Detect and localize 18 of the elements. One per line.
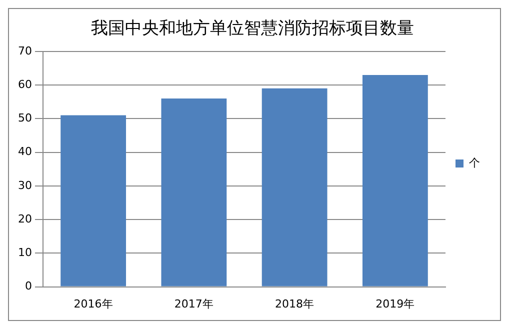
- bar: [262, 88, 328, 286]
- chart-title: 我国中央和地方单位智慧消防招标项目数量: [91, 18, 414, 39]
- y-tick-label: 0: [24, 280, 32, 293]
- bar: [161, 98, 227, 286]
- x-tick-label: 2018年: [275, 297, 314, 310]
- x-tick-label: 2019年: [376, 297, 415, 310]
- bar: [60, 115, 126, 286]
- y-tick-label: 10: [18, 246, 32, 260]
- y-tick-label: 70: [18, 44, 32, 58]
- y-tick-label: 50: [18, 112, 32, 125]
- legend-label: 个: [469, 156, 480, 170]
- x-tick-label: 2016年: [74, 297, 113, 310]
- y-tick-label: 60: [18, 78, 32, 91]
- y-tick-label: 30: [18, 178, 32, 192]
- bar: [362, 74, 428, 286]
- y-tick-label: 40: [18, 145, 32, 158]
- x-tick-label: 2017年: [174, 297, 214, 310]
- y-tick-label: 20: [18, 212, 32, 226]
